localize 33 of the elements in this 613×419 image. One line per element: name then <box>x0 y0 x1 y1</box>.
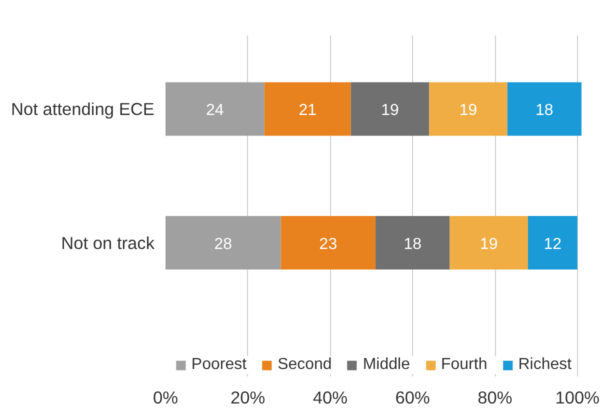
x-tick-label: 100% <box>555 388 600 408</box>
x-tick-label: 40% <box>312 388 348 408</box>
bar <box>507 82 582 136</box>
legend-label: Middle <box>362 356 410 374</box>
bar <box>528 216 578 270</box>
x-tick-label: 80% <box>478 388 512 408</box>
data-label: 18 <box>404 236 422 253</box>
bar <box>166 216 281 270</box>
bar <box>350 82 430 136</box>
y-tick-label: Not attending ECE <box>10 99 155 120</box>
data-label: 19 <box>459 102 478 120</box>
data-label: 21 <box>298 102 317 120</box>
data-label: 24 <box>206 102 224 120</box>
x-tick-label: 0% <box>152 388 178 408</box>
bar <box>376 216 450 270</box>
legend-label: Poorest <box>191 356 247 374</box>
bar <box>450 216 528 270</box>
bar <box>280 216 376 270</box>
bar <box>429 82 508 136</box>
legend-label: Richest <box>518 356 572 374</box>
data-label: 19 <box>381 102 399 120</box>
bar <box>264 82 351 136</box>
x-tick-label: 60% <box>395 388 430 408</box>
data-label: 12 <box>544 236 562 253</box>
y-tick-label: Not on track <box>61 232 155 253</box>
data-label: 18 <box>536 102 554 120</box>
x-tick-label: 20% <box>230 388 266 408</box>
data-label: 28 <box>214 236 232 253</box>
data-label: 19 <box>480 236 498 253</box>
legend-label: Second <box>278 356 332 374</box>
legend-label: Fourth <box>440 356 488 374</box>
bar <box>166 82 264 136</box>
data-label: 23 <box>319 236 338 253</box>
